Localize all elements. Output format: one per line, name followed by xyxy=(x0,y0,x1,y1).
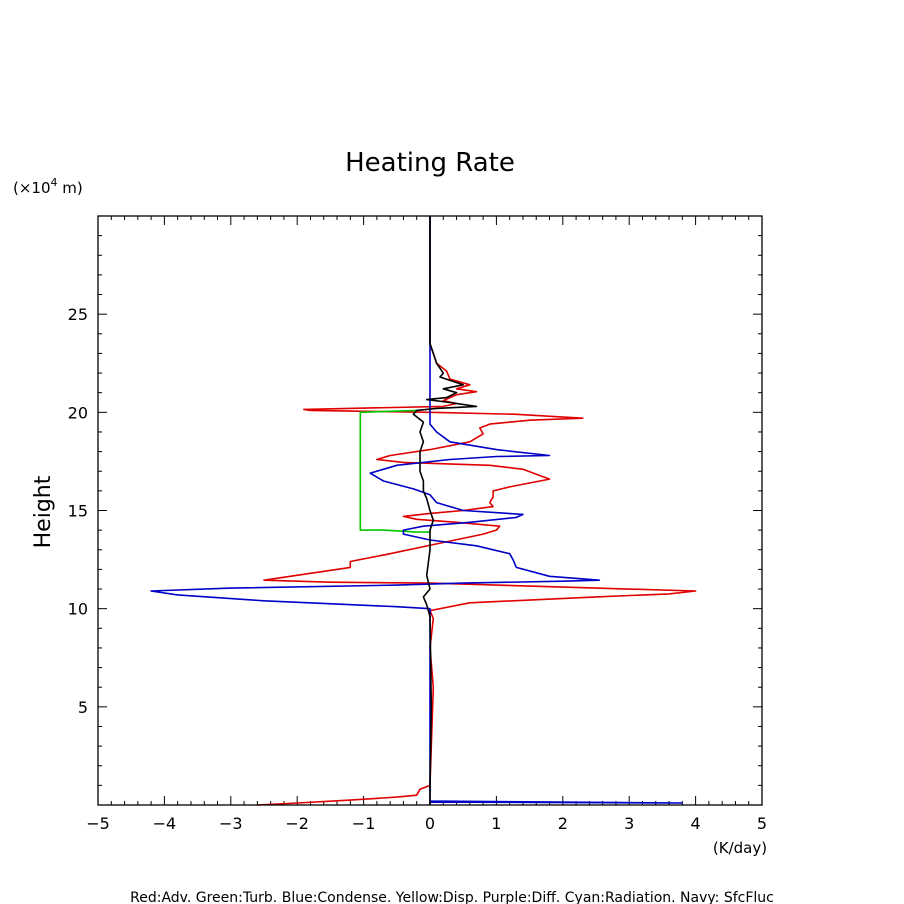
legend-caption: Red:Adv. Green:Turb. Blue:Condense. Yell… xyxy=(130,890,774,904)
y-tick-label: 10 xyxy=(68,600,88,619)
x-tick-label: −2 xyxy=(285,814,309,833)
y-tick-label: 25 xyxy=(68,305,88,324)
plot-frame xyxy=(97,215,763,806)
x-tick-label: −4 xyxy=(153,814,177,833)
y-tick-label: 5 xyxy=(78,698,88,717)
x-tick-label: 2 xyxy=(558,814,568,833)
series-line-adv xyxy=(257,216,697,806)
x-tick-label: 3 xyxy=(624,814,634,833)
series-line-condense xyxy=(150,216,684,805)
series-line-total xyxy=(412,216,478,805)
x-tick-label: 1 xyxy=(491,814,501,833)
x-axis-unit: (K/day) xyxy=(713,839,767,857)
series-line-turb xyxy=(359,409,430,533)
y-axis-label: Height xyxy=(31,475,56,548)
x-tick-label: −5 xyxy=(86,814,110,833)
series-group xyxy=(150,216,697,806)
y-axis-unit: (×104 m) xyxy=(13,176,83,197)
y-tick-label: 20 xyxy=(68,403,88,422)
x-tick-label: −1 xyxy=(352,814,376,833)
y-tick-label: 15 xyxy=(68,502,88,521)
x-tick-label: 0 xyxy=(425,814,435,833)
x-tick-label: 4 xyxy=(691,814,701,833)
x-tick-label: −3 xyxy=(219,814,243,833)
x-tick-label: 5 xyxy=(757,814,767,833)
tick-labels: −5 −4 −3 −2 −1 0 1 2 3 4 5 5 10 15 20 25 xyxy=(68,305,767,833)
chart-title: Heating Rate xyxy=(345,148,515,178)
